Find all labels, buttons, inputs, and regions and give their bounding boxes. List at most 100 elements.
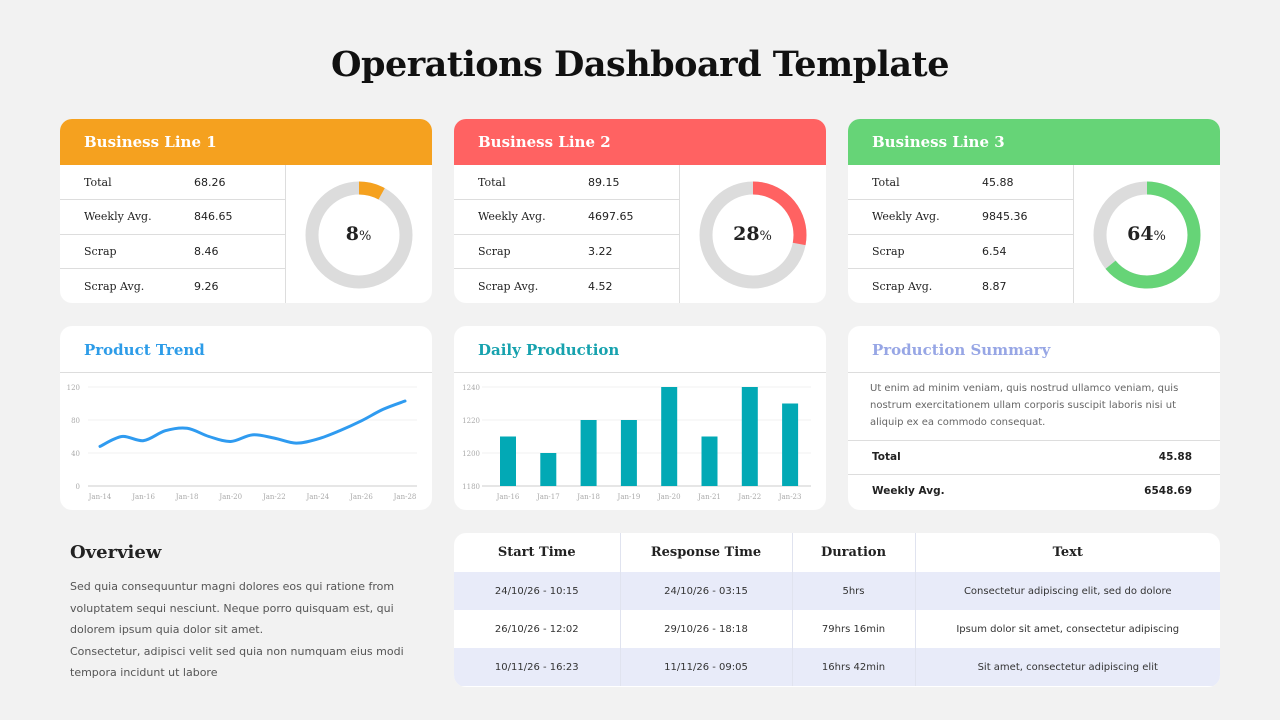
y-tick-label: 120 bbox=[67, 384, 80, 392]
metric-row: Scrap 3.22 bbox=[454, 234, 679, 269]
metric-row: Total 45.88 bbox=[848, 165, 1073, 200]
divider bbox=[1073, 165, 1074, 303]
business-line-card: Business Line 1 Total 68.26 Weekly Avg. 846… bbox=[60, 119, 432, 303]
donut-track bbox=[305, 181, 413, 289]
production-summary-title: Production Summary bbox=[848, 326, 1220, 373]
percent-value: 64 bbox=[1127, 223, 1154, 245]
metric-row: Total 68.26 bbox=[60, 165, 285, 200]
product-trend-chart: 0 40 80 120 Jan-14 Jan-16 Jan-18 Jan-20 Jan-22 Ja… bbox=[67, 384, 417, 501]
percent-value: 28 bbox=[733, 223, 760, 245]
metric-value: 3.22 bbox=[588, 234, 679, 269]
business-line-title: Business Line 1 bbox=[60, 119, 432, 165]
x-tick-label: Jan-26 bbox=[349, 493, 373, 501]
bar bbox=[661, 387, 678, 486]
production-summary-card: Production Summary Ut enim ad minim veni… bbox=[848, 326, 1220, 510]
bar bbox=[741, 387, 758, 486]
overview-text: Sed quia consequuntur magni dolores eos … bbox=[70, 576, 420, 684]
metric-label: Scrap Avg. bbox=[872, 279, 933, 293]
metric-label: Weekly Avg. bbox=[848, 199, 982, 235]
y-tick-label: 1180 bbox=[462, 483, 480, 491]
daily-production-card: Daily Production 1180 1200 1220 1240 Jan-16 J… bbox=[454, 326, 826, 510]
x-tick-label: Jan-20 bbox=[657, 493, 681, 501]
donut-chart bbox=[699, 181, 807, 289]
metric-value: 6.54 bbox=[982, 234, 1073, 269]
metric-value: 45.88 bbox=[982, 165, 1073, 200]
x-tick-label: Jan-22 bbox=[737, 493, 761, 501]
metric-label: Weekly Avg. bbox=[454, 199, 588, 235]
percent-unit: % bbox=[1153, 229, 1166, 244]
metric-row: Scrap Avg. 8.87 bbox=[848, 269, 1073, 304]
column-header: Start Time bbox=[454, 533, 621, 572]
metric-value: 9845.36 bbox=[982, 199, 1073, 235]
x-tick-label: Jan-14 bbox=[88, 493, 112, 501]
divider bbox=[285, 165, 286, 303]
metric-label: Scrap bbox=[454, 234, 588, 269]
y-tick-label: 0 bbox=[76, 483, 80, 491]
metric-row: Weekly Avg. 9845.36 bbox=[848, 199, 1073, 235]
summary-label: Total bbox=[872, 451, 901, 463]
donut-chart bbox=[1093, 181, 1201, 289]
summary-value: 45.88 bbox=[1158, 451, 1192, 463]
metric-row: Scrap 6.54 bbox=[848, 234, 1073, 269]
business-line-title: Business Line 3 bbox=[848, 119, 1220, 165]
bar bbox=[620, 420, 637, 486]
y-tick-label: 1240 bbox=[462, 384, 480, 392]
product-trend-card: Product Trend 0 40 80 120 Jan-14 Jan-16 Jan-18… bbox=[60, 326, 432, 510]
y-tick-label: 1200 bbox=[462, 450, 480, 458]
table-cell: 26/10/26 - 12:02 bbox=[454, 610, 621, 648]
overview-paragraph: Consectetur, adipisci velit sed quia non… bbox=[70, 644, 404, 680]
business-line-card: Business Line 2 Total 89.15 Weekly Avg. 469… bbox=[454, 119, 826, 303]
metric-label: Scrap bbox=[60, 234, 194, 269]
table-cell: 10/11/26 - 16:23 bbox=[454, 648, 621, 686]
events-table: Start Time Response Time Duration Text 2… bbox=[454, 533, 1220, 687]
percent-unit: % bbox=[358, 229, 372, 244]
x-tick-label: Jan-22 bbox=[262, 493, 286, 501]
summary-label: Weekly Avg. bbox=[872, 485, 945, 497]
table-cell: Consectetur adipiscing elit, sed do dolo… bbox=[915, 572, 1220, 610]
x-tick-label: Jan-18 bbox=[175, 493, 199, 501]
x-tick-label: Jan-20 bbox=[218, 493, 242, 501]
table-cell: 11/11/26 - 09:05 bbox=[620, 648, 793, 686]
metric-row: Scrap Avg. 4.52 bbox=[454, 269, 679, 304]
product-trend-title: Product Trend bbox=[60, 326, 432, 373]
metric-value: 9.26 bbox=[194, 279, 219, 293]
x-tick-label: Jan-23 bbox=[778, 493, 802, 501]
bar bbox=[540, 453, 557, 486]
metric-value: 846.65 bbox=[194, 199, 285, 235]
table-cell: Sit amet, consectetur adipiscing elit bbox=[915, 648, 1220, 686]
donut-progress bbox=[1093, 181, 1201, 289]
x-tick-label: Jan-18 bbox=[576, 493, 600, 501]
y-tick-label: 1220 bbox=[462, 417, 480, 425]
donut-chart bbox=[305, 181, 413, 289]
donut-progress bbox=[305, 181, 413, 289]
metric-row: Weekly Avg. 846.65 bbox=[60, 199, 285, 235]
table-cell: 24/10/26 - 10:15 bbox=[454, 572, 621, 610]
y-tick-label: 80 bbox=[71, 417, 80, 425]
metric-label: Total bbox=[454, 165, 588, 200]
column-header: Duration bbox=[792, 533, 916, 572]
bar bbox=[580, 420, 597, 486]
table-cell: 79hrs 16min bbox=[792, 610, 916, 648]
metric-row: Total 89.15 bbox=[454, 165, 679, 200]
percent-label: 28% bbox=[679, 223, 826, 245]
x-tick-label: Jan-16 bbox=[496, 493, 520, 501]
table-cell: 16hrs 42min bbox=[792, 648, 916, 686]
bar bbox=[701, 436, 718, 486]
table-cell: Ipsum dolor sit amet, consectetur adipis… bbox=[956, 623, 1180, 635]
overview-title: Overview bbox=[70, 542, 162, 563]
metric-value: 68.26 bbox=[194, 165, 285, 200]
y-tick-label: 40 bbox=[71, 450, 80, 458]
x-tick-label: Jan-28 bbox=[393, 493, 417, 501]
x-tick-label: Jan-17 bbox=[536, 493, 560, 501]
metric-value: 8.46 bbox=[194, 234, 285, 269]
metric-label: Scrap bbox=[848, 234, 982, 269]
page-title: Operations Dashboard Template bbox=[331, 44, 949, 85]
production-summary-text: Ut enim ad minim veniam, quis nostrud ul… bbox=[870, 383, 1179, 428]
x-tick-label: Jan-21 bbox=[697, 493, 721, 501]
trend-line bbox=[98, 399, 407, 448]
table-cell: 5hrs bbox=[792, 572, 916, 610]
metric-row: Scrap Avg. 9.26 bbox=[60, 269, 285, 304]
table-row: 10/11/26 - 16:23 11/11/26 - 09:05 16hrs 42… bbox=[454, 648, 1220, 686]
divider bbox=[679, 165, 680, 303]
metric-value: 89.15 bbox=[588, 165, 679, 200]
